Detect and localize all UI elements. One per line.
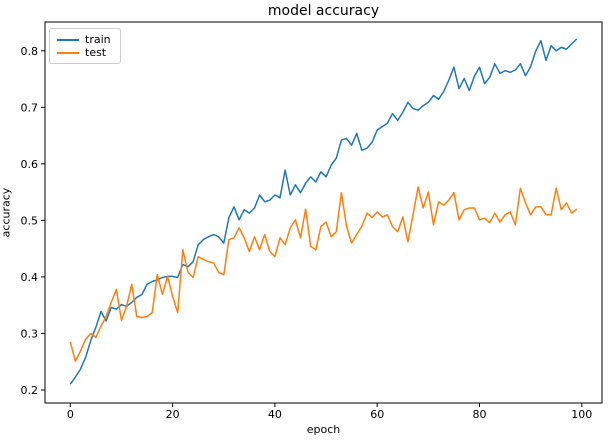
legend-item-test: test [57, 46, 111, 59]
x-tick-label: 80 [473, 408, 487, 421]
y-tick-label: 0.8 [21, 45, 39, 58]
y-tick-label: 0.2 [21, 384, 39, 397]
test-line [69, 186, 578, 362]
x-tick-label: 40 [268, 408, 282, 421]
legend-label-test: test [85, 46, 107, 59]
legend-swatch-train [57, 38, 79, 41]
x-tick-label: 20 [166, 408, 180, 421]
y-tick-label: 0.4 [21, 271, 39, 284]
x-axis-label: epoch [306, 423, 341, 436]
y-tick-label: 0.3 [21, 327, 39, 340]
legend-label-train: train [85, 33, 111, 46]
chart-title: model accuracy [267, 3, 380, 19]
x-tick-label: 100 [571, 408, 592, 421]
y-tick-label: 0.7 [21, 101, 39, 114]
x-tick-label: 0 [67, 408, 74, 421]
legend-item-train: train [57, 33, 111, 46]
legend-swatch-test [57, 51, 79, 54]
axes-spines [44, 21, 603, 404]
y-axis-label: accuracy [0, 187, 13, 238]
train-line [69, 38, 578, 385]
y-tick-label: 0.6 [21, 158, 39, 171]
x-tick-label: 60 [370, 408, 384, 421]
legend: train test [49, 28, 121, 64]
y-tick-label: 0.5 [21, 214, 39, 227]
